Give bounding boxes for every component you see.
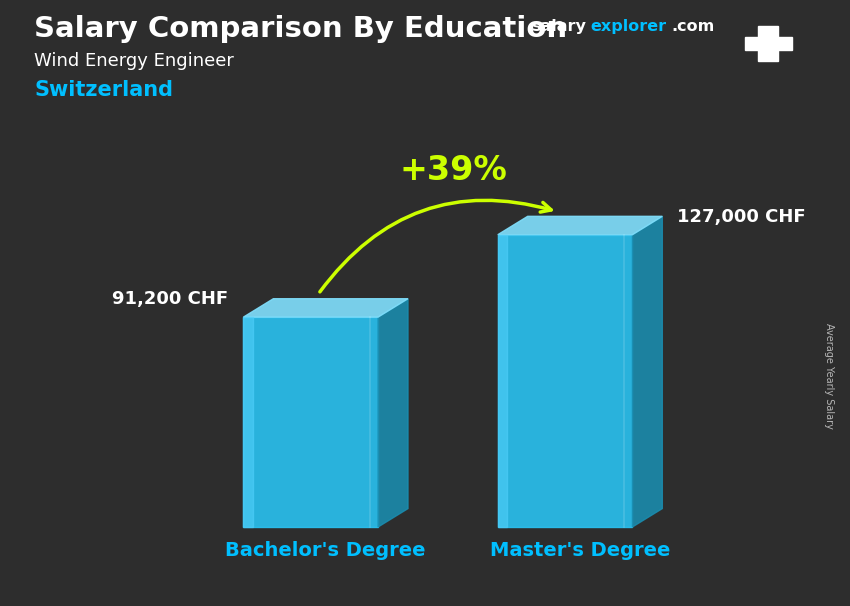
Bar [758, 26, 779, 61]
Text: Switzerland: Switzerland [34, 80, 173, 100]
Text: +39%: +39% [399, 154, 507, 187]
Text: salary: salary [531, 19, 586, 35]
Text: .com: .com [672, 19, 715, 35]
Polygon shape [632, 216, 662, 527]
Polygon shape [378, 299, 408, 527]
Bar [498, 235, 632, 527]
Text: Wind Energy Engineer: Wind Energy Engineer [34, 52, 234, 70]
Text: Salary Comparison By Education: Salary Comparison By Education [34, 15, 567, 43]
Bar [243, 317, 252, 527]
Bar [243, 317, 378, 527]
Text: 127,000 CHF: 127,000 CHF [677, 207, 806, 225]
Bar [745, 37, 791, 50]
Text: Average Yearly Salary: Average Yearly Salary [824, 323, 834, 428]
Text: explorer: explorer [591, 19, 667, 35]
Bar [498, 235, 507, 527]
Text: Master's Degree: Master's Degree [490, 541, 671, 560]
Polygon shape [243, 299, 408, 317]
Text: 91,200 CHF: 91,200 CHF [112, 290, 229, 308]
Polygon shape [498, 216, 662, 235]
Text: Bachelor's Degree: Bachelor's Degree [225, 541, 426, 560]
